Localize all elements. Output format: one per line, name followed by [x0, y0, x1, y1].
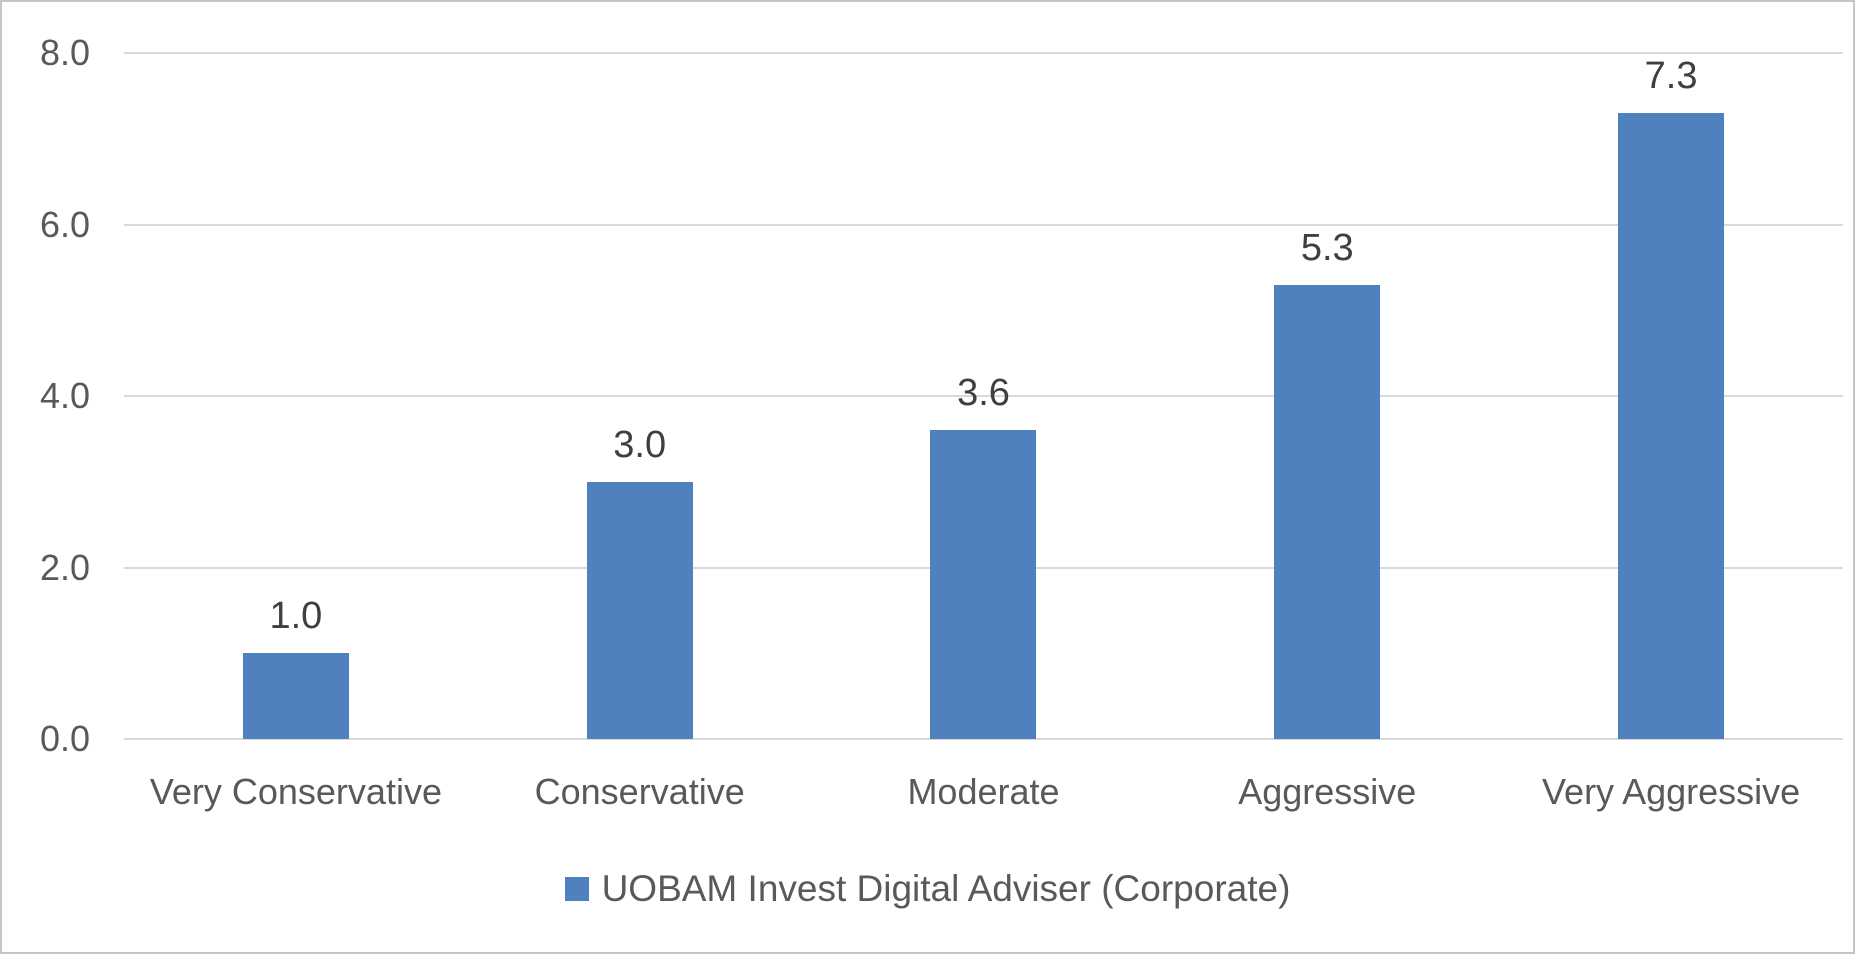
plot-area: 1.0 3.0 3.6 5.3 7.3	[124, 52, 1843, 740]
bar-value-label: 1.0	[269, 595, 323, 638]
gridline	[124, 52, 1843, 54]
x-category-label: Very Conservative	[149, 771, 442, 812]
bar-slot: 7.3	[1499, 53, 1843, 739]
bar[interactable]	[930, 430, 1037, 739]
y-tick-label: 6.0	[39, 203, 90, 245]
gridline	[124, 395, 1843, 397]
bar-value-label: 3.0	[613, 423, 667, 466]
y-tick-label: 2.0	[39, 546, 90, 588]
y-axis: 0.0 2.0 4.0 6.0 8.0	[2, 35, 106, 757]
x-category-label: Very Aggressive	[1542, 771, 1801, 812]
y-tick-label: 8.0	[39, 32, 90, 73]
legend-swatch-icon	[564, 876, 589, 901]
bar[interactable]	[242, 653, 349, 739]
y-tick-label: 0.0	[39, 718, 90, 759]
bar-slot: 1.0	[124, 53, 468, 739]
x-category-label: Conservative	[534, 771, 745, 812]
gridline	[124, 738, 1843, 740]
x-category-label: Aggressive	[1238, 771, 1417, 812]
bar-slot: 3.6	[812, 53, 1156, 739]
bar-value-label: 7.3	[1644, 55, 1698, 98]
bar-slot: 5.3	[1155, 53, 1499, 739]
gridline	[124, 223, 1843, 226]
bar-slot: 3.0	[468, 53, 812, 739]
bars: 1.0 3.0 3.6 5.3 7.3	[124, 53, 1843, 739]
x-axis: Very Conservative Conservative Moderate Agg…	[124, 772, 1843, 812]
legend-label: UOBAM Invest Digital Adviser (Corporate)	[601, 868, 1291, 909]
bar[interactable]	[1274, 284, 1381, 739]
bar[interactable]	[1618, 113, 1725, 739]
bar-value-label: 5.3	[1300, 226, 1354, 269]
bar[interactable]	[586, 481, 693, 739]
bar-value-label: 3.6	[957, 372, 1010, 415]
x-category-label: Moderate	[907, 771, 1060, 812]
y-tick-label: 4.0	[39, 375, 90, 416]
legend[interactable]: UOBAM Invest Digital Adviser (Corporate)	[2, 870, 1853, 907]
